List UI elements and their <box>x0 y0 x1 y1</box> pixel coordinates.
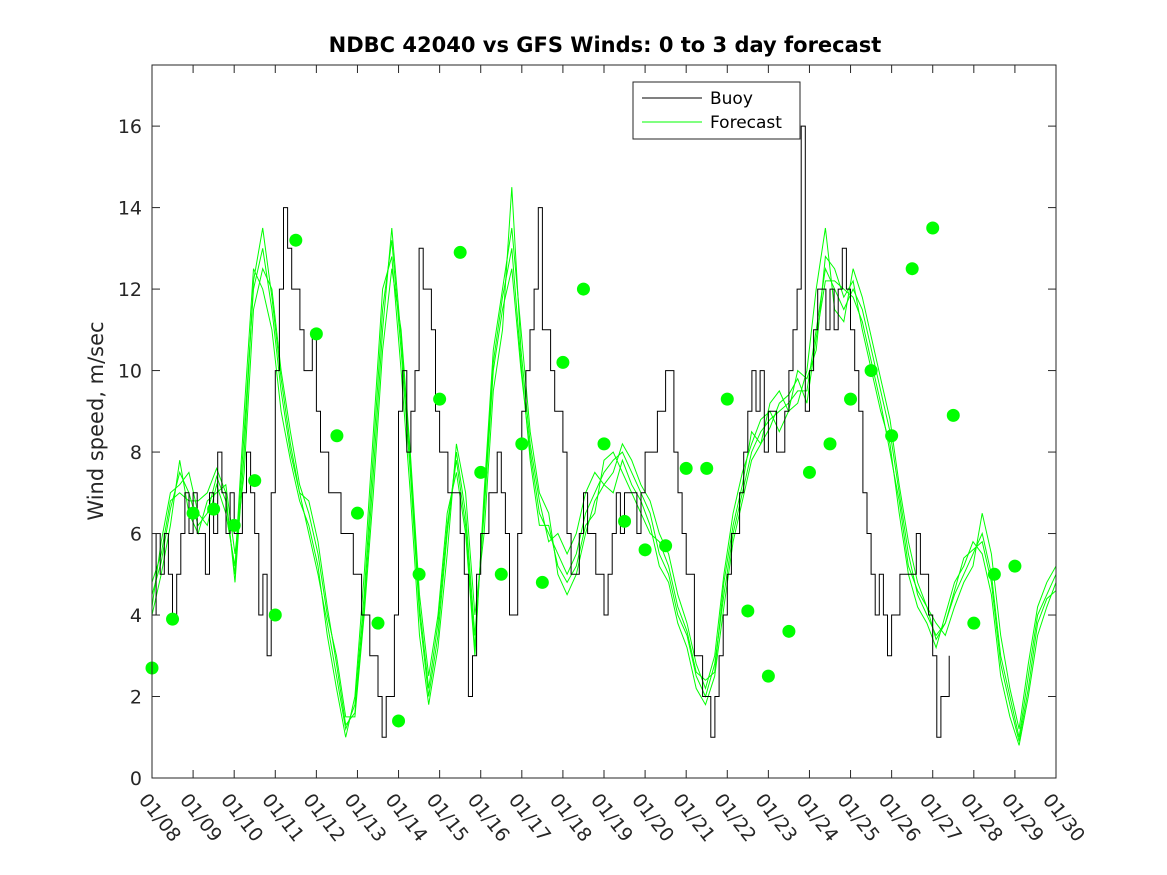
analysis-point <box>453 245 467 259</box>
analysis-point <box>926 221 940 235</box>
buoy-series <box>152 125 950 738</box>
y-tick-label: 2 <box>130 687 142 709</box>
analysis-point <box>659 539 673 553</box>
analysis-point <box>227 518 241 532</box>
plot-area <box>145 125 1056 746</box>
analysis-point <box>474 465 488 479</box>
legend-forecast-label: Forecast <box>710 113 782 133</box>
analysis-point <box>268 608 282 622</box>
y-tick-label: 6 <box>130 524 142 546</box>
analysis-point <box>186 506 200 520</box>
legend-box <box>632 81 801 140</box>
chart-title: NDBC 42040 vs GFS Winds: 0 to 3 day fore… <box>329 33 882 57</box>
analysis-point <box>967 616 981 630</box>
analysis-point <box>597 437 611 451</box>
analysis-point <box>350 506 364 520</box>
analysis-point <box>515 437 529 451</box>
legend: Buoy Forecast <box>632 81 801 140</box>
analysis-point <box>1008 559 1022 573</box>
analysis-point <box>392 714 406 728</box>
analysis-point <box>248 474 262 488</box>
analysis-point <box>494 567 508 581</box>
y-axis-label: Wind speed, m/sec <box>84 321 108 520</box>
analysis-point <box>638 543 652 557</box>
analysis-point <box>166 612 180 626</box>
y-tick-label: 0 <box>130 768 142 790</box>
analysis-point <box>556 355 570 369</box>
y-tick-label: 12 <box>118 279 142 301</box>
analysis-point <box>864 364 878 378</box>
analysis-point <box>679 461 693 475</box>
buoy-line <box>152 125 950 738</box>
analysis-point <box>412 567 426 581</box>
analysis-point <box>700 461 714 475</box>
analysis-point <box>987 567 1001 581</box>
y-tick-label: 8 <box>130 442 142 464</box>
analysis-point <box>535 575 549 589</box>
analysis-point <box>741 604 755 618</box>
y-tick-label: 14 <box>118 198 142 220</box>
analysis-point <box>207 502 221 516</box>
analysis-point <box>720 392 734 406</box>
analysis-point <box>371 616 385 630</box>
analysis-point <box>576 282 590 296</box>
analysis-point <box>905 262 919 276</box>
analysis-point <box>782 624 796 638</box>
legend-buoy-label: Buoy <box>710 89 753 109</box>
analysis-point <box>309 327 323 341</box>
analysis-point <box>761 669 775 683</box>
y-tick-label: 10 <box>118 361 142 383</box>
y-tick-label: 16 <box>118 116 142 138</box>
analysis-point <box>289 233 303 247</box>
y-axis: 0 2 4 6 8 10 12 14 16 <box>118 116 1056 790</box>
forecast-line <box>152 187 1056 738</box>
analysis-point <box>330 429 344 443</box>
y-tick-label: 4 <box>130 605 142 627</box>
forecast-line <box>152 227 1056 742</box>
analysis-point <box>844 392 858 406</box>
analysis-point <box>885 429 899 443</box>
analysis-point <box>618 514 632 528</box>
forecast-series <box>152 187 1056 746</box>
forecast-line <box>152 240 1056 738</box>
analysis-point <box>823 437 837 451</box>
analysis-point <box>802 465 816 479</box>
analysis-point <box>946 408 960 422</box>
analysis-point <box>433 392 447 406</box>
